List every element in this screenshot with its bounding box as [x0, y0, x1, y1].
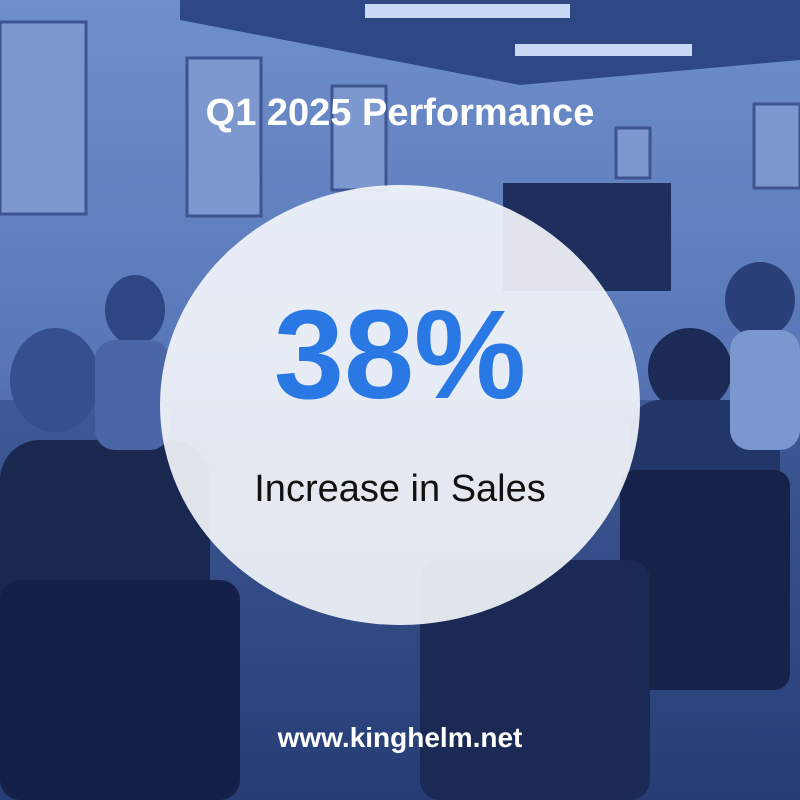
stat-label: Increase in Sales: [254, 468, 546, 510]
stat-circle: [160, 185, 640, 625]
website-url: www.kinghelm.net: [277, 722, 523, 753]
stat-value: 38%: [273, 284, 527, 425]
title: Q1 2025 Performance: [205, 92, 595, 134]
